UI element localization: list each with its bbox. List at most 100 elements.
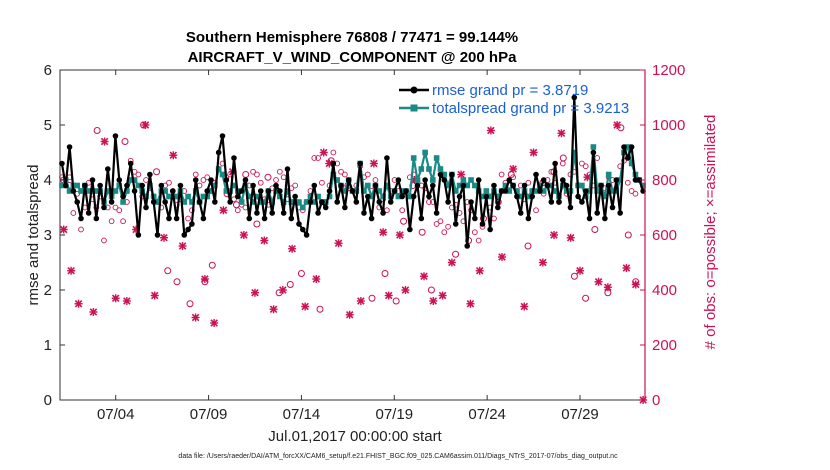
rmse-point: [284, 166, 291, 172]
obs-assimilated-marker: [160, 233, 168, 242]
rmse-point: [330, 160, 337, 167]
spread-point: [154, 199, 161, 205]
spread-point: [219, 171, 226, 178]
obs-possible-daily: [338, 168, 344, 175]
obs-possible-daily: [510, 174, 516, 181]
chart-title-line1: Southern Hemisphere 76808 / 77471 = 99.1…: [186, 29, 518, 46]
obs-possible-daily: [273, 177, 279, 183]
spread-point: [613, 188, 620, 194]
rmse-point: [460, 182, 467, 189]
spread-point: [223, 188, 230, 194]
obs-possible-daily: [628, 188, 635, 194]
spread-point: [422, 149, 428, 156]
spread-point: [296, 199, 302, 205]
rmse-point: [162, 199, 168, 205]
rmse-point: [319, 199, 325, 205]
rmse-point: [602, 215, 608, 222]
rmse-point: [563, 182, 570, 189]
rmse-point: [391, 188, 398, 194]
obs-assimilated-marker: [210, 319, 219, 327]
spread-point: [605, 171, 612, 178]
rmse-point: [254, 210, 260, 216]
x-tick-label: 07/29: [561, 406, 599, 423]
spread-point: [487, 193, 493, 200]
spread-point: [200, 193, 207, 200]
spread-point: [571, 149, 578, 156]
obs-possible-daily: [384, 207, 390, 214]
spread-point: [315, 193, 321, 200]
spread-point: [93, 188, 100, 194]
obs-assimilated-marker: [269, 305, 278, 314]
obs-possible-marker: [392, 297, 400, 305]
spread-point: [483, 188, 490, 194]
chart-title-line2: AIRCRAFT_V_WIND_COMPONENT @ 200 hPa: [188, 49, 518, 66]
spread-point: [552, 188, 558, 194]
rmse-point: [303, 232, 310, 238]
spread-point: [452, 188, 459, 194]
rmse-point: [288, 215, 295, 222]
rmse-point: [540, 177, 547, 183]
spread-point: [437, 166, 444, 172]
spread-point: [342, 188, 348, 194]
legend: rmse grand pr = 3.8719 totalspread grand…: [399, 82, 629, 117]
obs-assimilated-marker: [498, 253, 506, 261]
rmse-point: [468, 199, 474, 205]
rmse-point: [261, 215, 268, 222]
rmse-point: [334, 199, 341, 205]
rmse-point: [208, 177, 214, 183]
spread-point: [112, 188, 119, 194]
obs-possible-marker: [582, 294, 590, 302]
spread-point: [208, 188, 214, 194]
spread-point: [311, 199, 318, 205]
rmse-point: [605, 182, 612, 189]
spread-point: [85, 188, 92, 194]
rmse-point: [82, 182, 88, 189]
obs-assimilated-marker: [345, 310, 354, 319]
obs-possible-daily: [257, 179, 264, 186]
rmse-point: [227, 199, 233, 205]
rmse-point: [552, 160, 558, 167]
rmse-point: [322, 204, 329, 211]
obs-assimilated-marker: [429, 297, 438, 305]
rmse-point: [613, 177, 620, 183]
rmse-point: [277, 188, 283, 194]
rmse-point: [204, 188, 211, 194]
spread-point: [586, 188, 593, 194]
rmse-point: [85, 210, 92, 216]
obs-possible-marker: [164, 267, 172, 275]
rmse-point: [143, 204, 149, 211]
rmse-point: [575, 193, 581, 200]
spread-point: [124, 188, 130, 194]
obs-possible-marker: [427, 286, 435, 294]
spread-point: [131, 177, 138, 183]
obs-possible-marker: [418, 228, 426, 236]
spread-point: [472, 182, 478, 189]
x-axis-label: Jul.01,2017 00:00:00 start: [268, 428, 442, 445]
obs-assimilated-marker: [59, 225, 68, 234]
spread-point: [441, 171, 448, 178]
series-layer: [59, 94, 646, 249]
spread-point: [579, 182, 585, 189]
obs-assimilated-marker: [191, 313, 200, 322]
rmse-point: [586, 215, 593, 222]
rmse-point: [150, 199, 157, 205]
rmse-point: [154, 232, 161, 238]
spread-point: [307, 193, 314, 200]
spread-point: [433, 155, 440, 161]
y-tick-label-left: 6: [44, 62, 52, 79]
obs-assimilated-marker: [538, 258, 547, 267]
obs-possible-daily: [433, 221, 440, 227]
rmse-point: [139, 182, 146, 189]
obs-assimilated-marker: [520, 302, 529, 311]
obs-possible-marker: [381, 270, 389, 277]
rmse-point: [326, 188, 333, 194]
rmse-point: [582, 188, 589, 194]
obs-possible-daily: [78, 226, 84, 233]
obs-assimilated-marker: [100, 137, 109, 146]
rmse-point: [517, 210, 524, 216]
rmse-point: [521, 182, 528, 189]
obs-possible-daily: [254, 171, 260, 178]
obs-assimilated-marker: [457, 170, 466, 179]
obs-assimilated-marker: [603, 283, 612, 292]
spread-point: [162, 188, 168, 194]
